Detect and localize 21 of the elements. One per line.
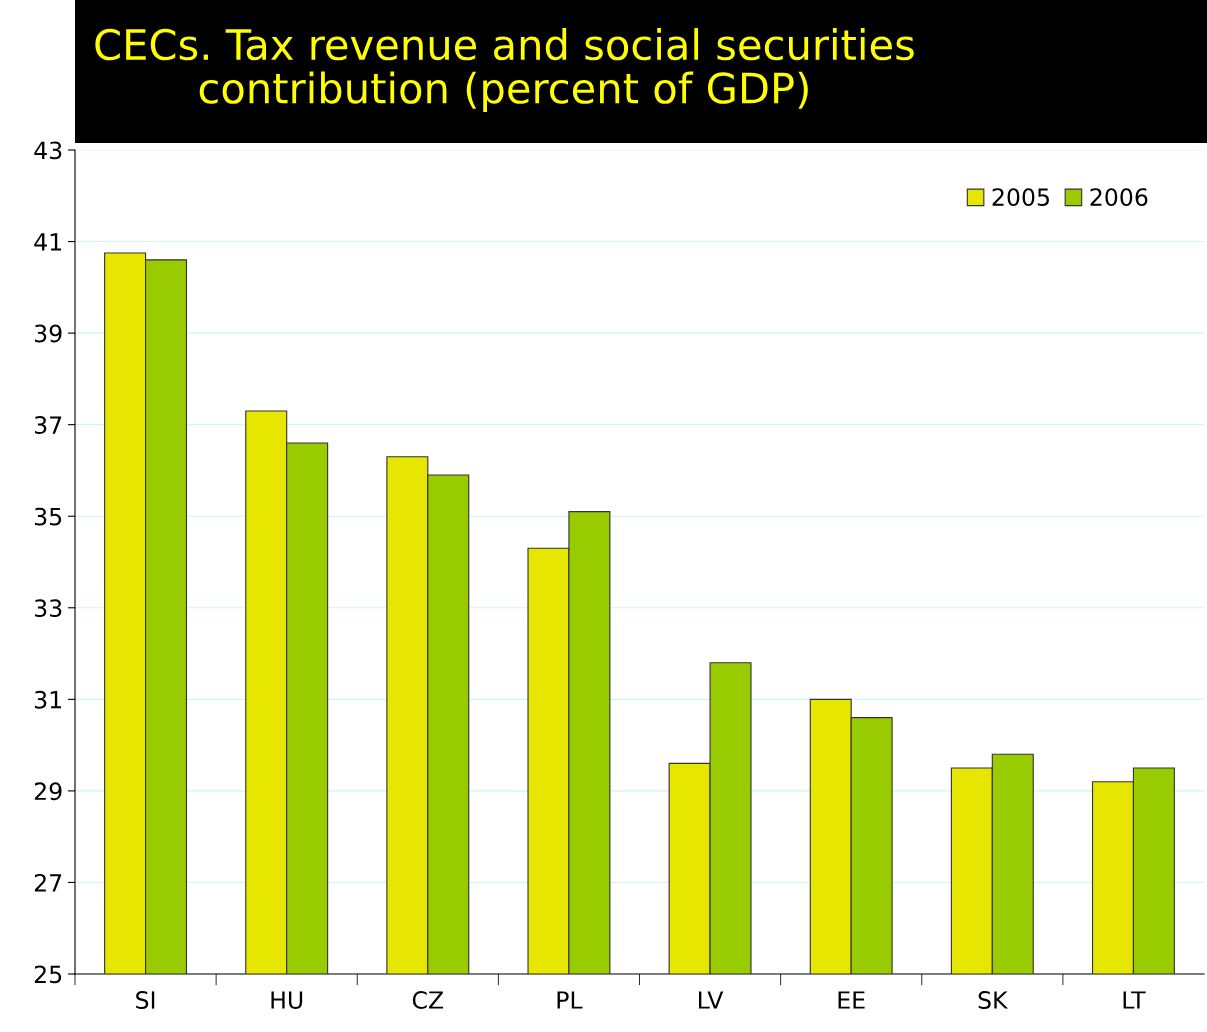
- x-tick-label: LT: [1123, 991, 1146, 1009]
- y-tick-label: 25: [34, 965, 62, 984]
- y-tick-label: 31: [34, 690, 62, 709]
- y-tick-label: 33: [34, 599, 62, 618]
- y-tick-label: 41: [34, 233, 62, 251]
- x-tick-label: SK: [978, 991, 1009, 1009]
- y-tick-label: 29: [34, 782, 62, 801]
- legend-label: 2005: [992, 188, 1049, 207]
- x-tick-label: HU: [271, 991, 303, 1009]
- x-tick-label: PL: [557, 991, 583, 1009]
- legend-label: 2006: [1090, 188, 1148, 207]
- y-tick-label: 37: [34, 416, 62, 434]
- y-tick-label: 43: [34, 141, 62, 160]
- x-tick-label: SI: [136, 991, 155, 1009]
- y-tick-label: 35: [34, 507, 62, 526]
- y-tick-label: 27: [34, 873, 62, 892]
- x-tick-label: EE: [838, 991, 865, 1009]
- x-tick-label: LV: [699, 991, 724, 1009]
- y-tick-label: 39: [34, 324, 62, 343]
- x-tick-label: CZ: [412, 991, 444, 1009]
- chart-title: CECs. Tax revenue and social securities contribution (percent of GDP): [95, 28, 914, 112]
